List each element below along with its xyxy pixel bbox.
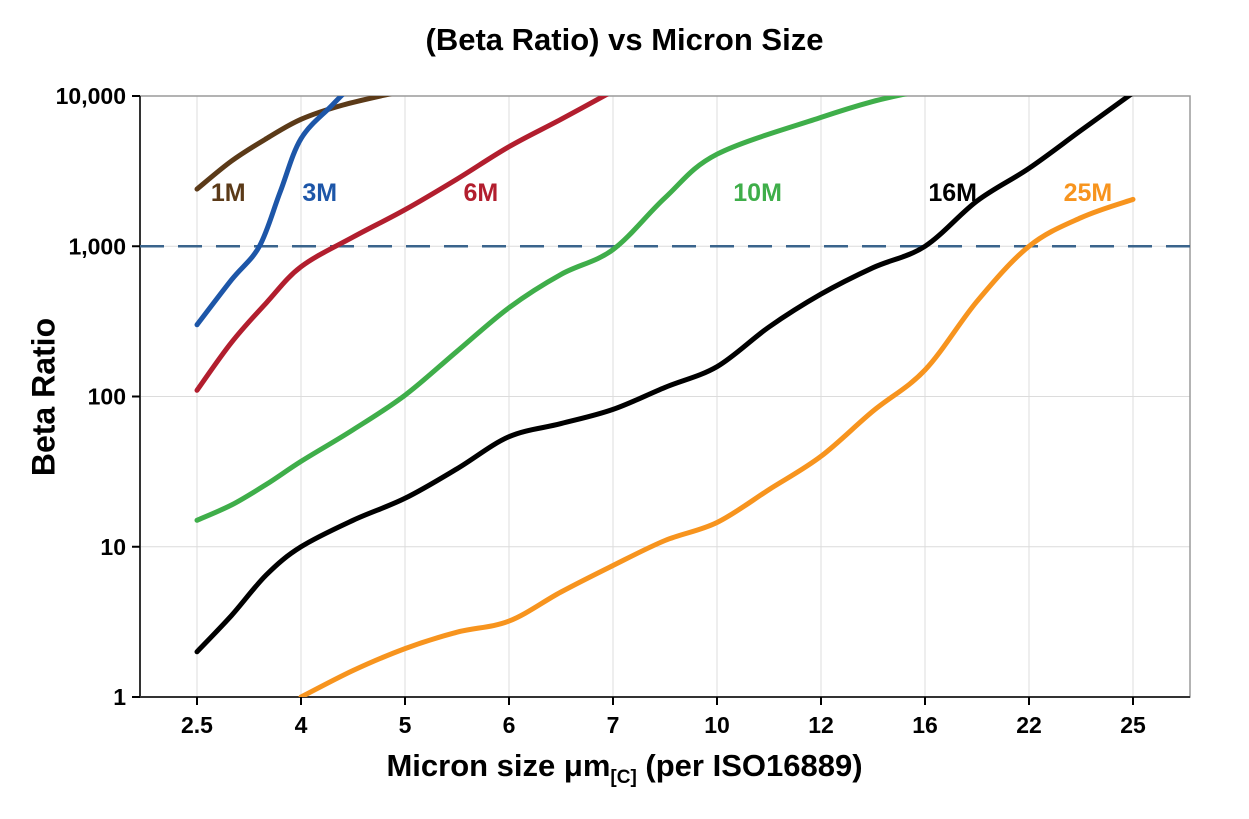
series-line-6M xyxy=(194,96,610,393)
series-label-10M: 10M xyxy=(733,179,782,207)
series-label-3M: 3M xyxy=(302,179,337,207)
x-tick-label: 16 xyxy=(912,712,938,738)
y-tick-label: 10,000 xyxy=(56,83,126,109)
x-tick-label: 12 xyxy=(808,712,834,738)
series-label-1M: 1M xyxy=(211,179,246,207)
x-tick-label: 6 xyxy=(503,712,516,738)
series-line-1M xyxy=(194,96,392,192)
x-tick-label: 4 xyxy=(295,712,308,738)
x-axis-title-main: Micron size μm xyxy=(386,748,611,783)
x-tick-label: 5 xyxy=(399,712,412,738)
x-tick-label: 2.5 xyxy=(181,712,213,738)
x-axis-title: Micron size μm[C] (per ISO16889) xyxy=(0,748,1249,789)
y-tick-label: 1 xyxy=(113,684,126,710)
x-axis-title-subscript: [C] xyxy=(610,767,637,789)
series-line-3M xyxy=(194,96,345,328)
x-tick-label: 22 xyxy=(1016,712,1042,738)
series-label-25M: 25M xyxy=(1064,179,1113,207)
x-tick-label: 25 xyxy=(1120,712,1146,738)
series-label-16M: 16M xyxy=(928,179,977,207)
x-tick-label: 7 xyxy=(607,712,620,738)
x-axis-title-rest: (per ISO16889) xyxy=(636,748,863,783)
series-line-10M xyxy=(194,96,908,523)
chart-title: (Beta Ratio) vs Micron Size xyxy=(425,22,824,57)
y-tick-label: 100 xyxy=(88,384,126,410)
series-line-16M xyxy=(194,96,1133,655)
y-tick-label: 1,000 xyxy=(68,233,126,259)
x-tick-label: 10 xyxy=(704,712,730,738)
series-label-6M: 6M xyxy=(464,179,499,207)
series-line-25M xyxy=(298,196,1136,697)
y-tick-label: 10 xyxy=(100,534,126,560)
